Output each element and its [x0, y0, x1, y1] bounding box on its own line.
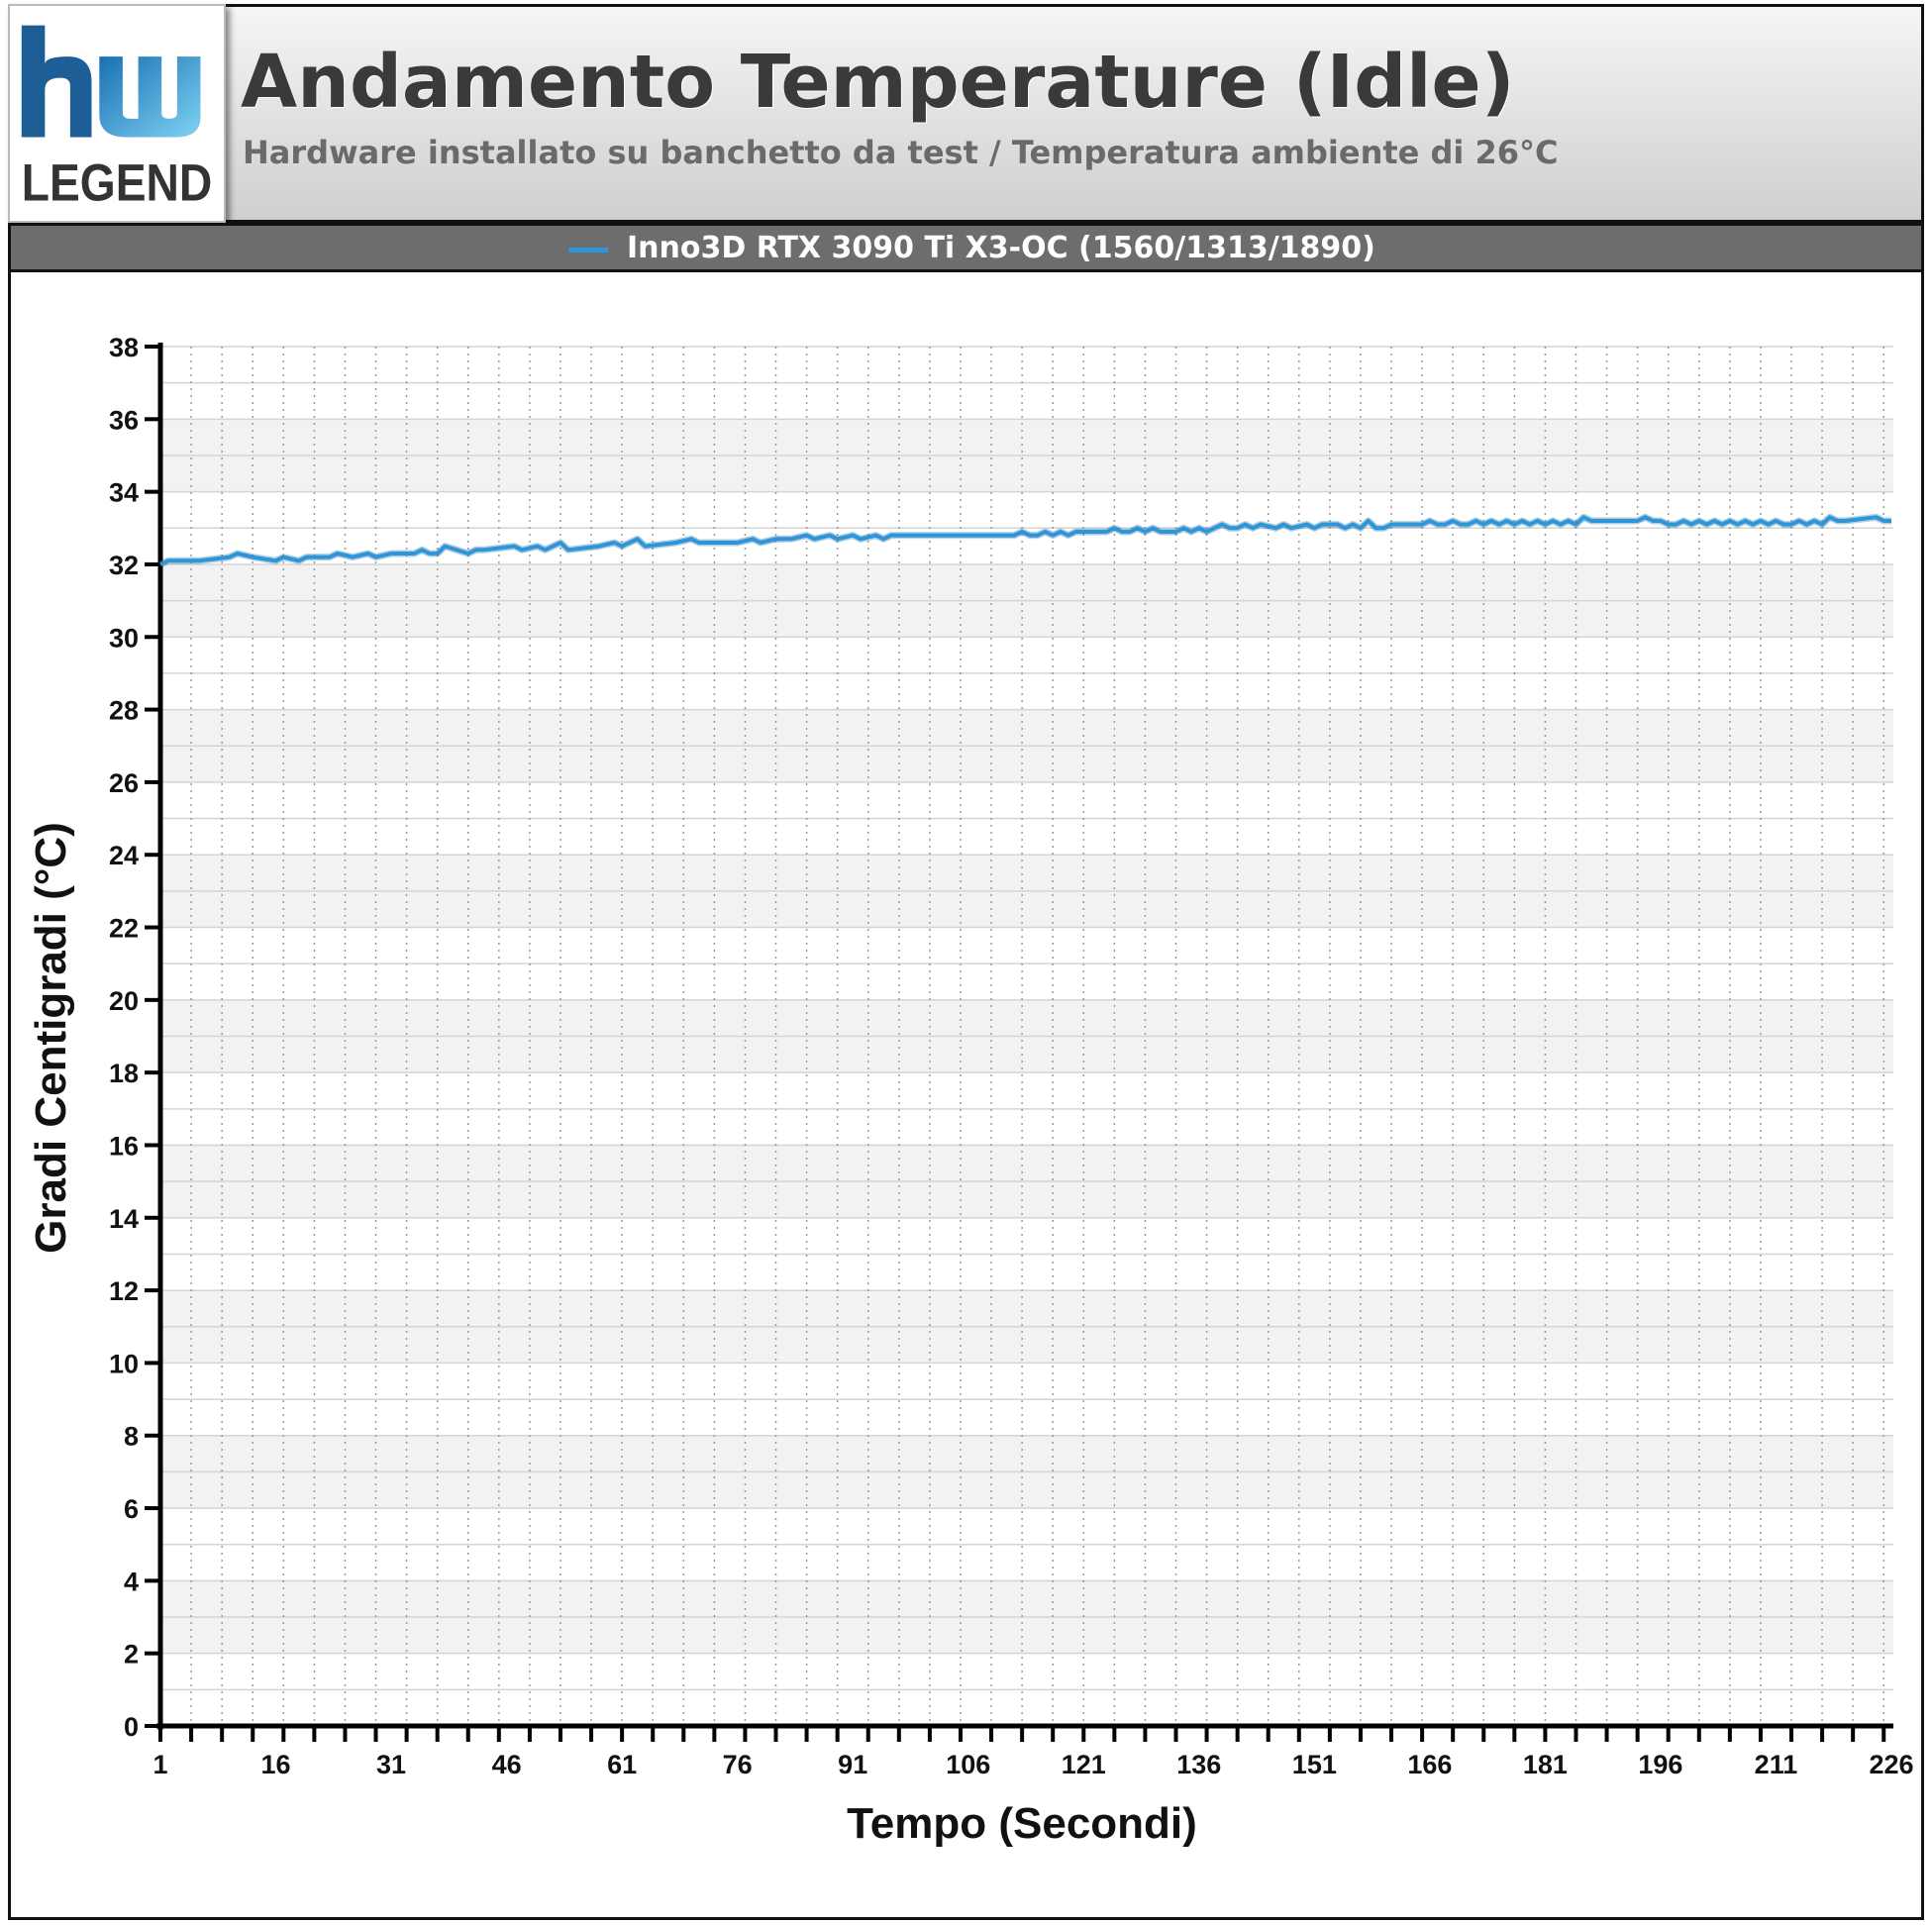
- x-tick-label: 46: [492, 1750, 522, 1779]
- hwlegend-logo: LEGEND: [8, 4, 226, 223]
- x-tick-label: 31: [376, 1750, 406, 1779]
- y-tick-label: 4: [124, 1567, 139, 1596]
- y-tick-label: 30: [109, 623, 139, 653]
- y-tick-label: 6: [124, 1494, 139, 1524]
- y-tick-label: 20: [109, 986, 139, 1016]
- y-tick-label: 34: [109, 478, 139, 508]
- y-tick-label: 26: [109, 768, 139, 798]
- y-tick-label: 36: [109, 405, 139, 435]
- logo-graphic: LEGEND: [10, 6, 224, 221]
- x-tick-label: 106: [946, 1750, 990, 1779]
- x-axis-ticks: 1 16 31 46 61 76 91 106 121 136 151 166 181 196 211 226: [153, 1726, 1914, 1779]
- x-tick-label: 121: [1062, 1750, 1106, 1779]
- axes: [156, 343, 1893, 1730]
- y-axis-title: Gradi Centigradi (°C): [27, 822, 75, 1254]
- y-tick-label: 28: [109, 696, 139, 726]
- horizontal-gridlines: [160, 346, 1893, 1691]
- y-tick-label: 16: [109, 1131, 139, 1161]
- vertical-gridlines: [190, 347, 1884, 1726]
- x-tick-label: 91: [838, 1750, 867, 1779]
- y-tick-label: 12: [109, 1276, 139, 1306]
- x-tick-label: 211: [1755, 1750, 1798, 1779]
- legend-swatch: [568, 248, 608, 253]
- x-tick-label: 1: [153, 1750, 167, 1779]
- y-tick-label: 14: [109, 1204, 139, 1234]
- y-tick-label: 38: [109, 333, 139, 362]
- y-tick-label: 0: [124, 1712, 139, 1742]
- series-layer: [158, 513, 1891, 568]
- y-tick-label: 18: [109, 1059, 139, 1088]
- x-tick-label: 76: [723, 1750, 753, 1779]
- y-tick-label: 8: [124, 1422, 139, 1452]
- y-tick-label: 10: [109, 1349, 139, 1378]
- chart-header: [8, 4, 1924, 223]
- x-tick-label: 181: [1523, 1750, 1568, 1779]
- y-tick-label: 2: [124, 1640, 139, 1670]
- y-tick-label: 32: [109, 551, 139, 580]
- series-line: [159, 515, 1891, 566]
- logo-text: LEGEND: [22, 153, 212, 212]
- x-tick-label: 61: [607, 1750, 637, 1779]
- x-tick-label: 151: [1292, 1750, 1337, 1779]
- x-tick-label: 196: [1638, 1750, 1682, 1779]
- x-tick-label: 16: [261, 1750, 291, 1779]
- x-tick-label: 136: [1176, 1750, 1221, 1779]
- chart-subtitle: Hardware installato su banchetto da test…: [243, 134, 1559, 171]
- x-axis-title: Tempo (Secondi): [847, 1799, 1197, 1848]
- y-tick-label: 22: [109, 914, 139, 944]
- x-tick-label: 166: [1407, 1750, 1452, 1779]
- chart-title: Andamento Temperature (Idle): [241, 40, 1515, 125]
- legend-label: Inno3D RTX 3090 Ti X3-OC (1560/1313/1890…: [627, 231, 1375, 265]
- x-tick-label: 226: [1869, 1750, 1913, 1779]
- y-tick-label: 24: [109, 841, 139, 870]
- legend: Inno3D RTX 3090 Ti X3-OC (1560/1313/1890…: [8, 223, 1924, 272]
